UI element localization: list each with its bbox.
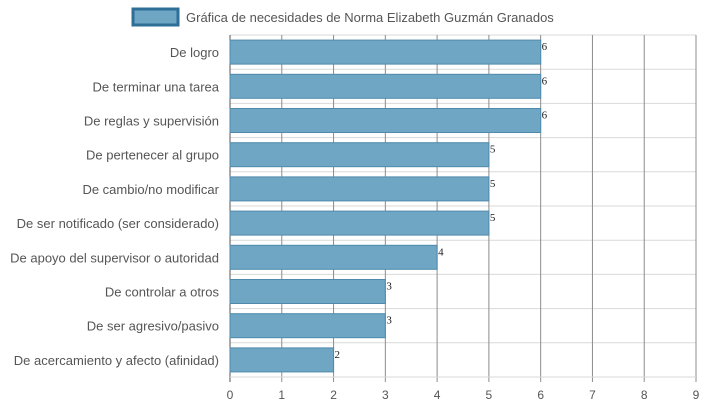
data-label: 6 (542, 41, 548, 53)
legend-swatch (131, 7, 180, 27)
x-tick-label: 2 (330, 388, 337, 402)
data-label: 5 (490, 144, 496, 156)
data-label: 3 (386, 315, 392, 327)
category-label: De pertenecer al grupo (86, 148, 219, 163)
category-label: De acercamiento y afecto (afinidad) (14, 353, 219, 368)
value-labels: 6 6 6 5 5 5 4 3 3 2 (335, 41, 548, 361)
category-labels: De logro De terminar una tarea De reglas y… (10, 45, 220, 368)
data-label: 6 (542, 110, 548, 122)
category-label: De terminar una tarea (93, 79, 220, 94)
category-label: De ser notificado (ser considerado) (17, 216, 219, 231)
x-tick-label: 6 (537, 388, 544, 402)
bar (229, 279, 386, 304)
x-tick-label: 7 (589, 388, 596, 402)
data-label: 5 (490, 212, 496, 224)
bar (229, 347, 335, 373)
x-tick-label: 3 (382, 388, 389, 402)
bar (229, 39, 542, 65)
category-label: De ser agresivo/pasivo (87, 319, 219, 334)
data-label: 2 (335, 349, 341, 361)
x-tick-label: 0 (227, 388, 234, 402)
category-label: De cambio/no modificar (82, 182, 219, 197)
bar (229, 142, 490, 168)
bar (229, 244, 438, 270)
data-label: 5 (490, 178, 496, 190)
x-tick-label: 4 (434, 388, 441, 402)
bar (229, 108, 542, 133)
bar (229, 176, 490, 202)
bar (229, 313, 386, 339)
bar (229, 73, 542, 99)
data-label: 3 (386, 281, 392, 293)
data-label: 6 (542, 75, 548, 87)
bar (229, 210, 490, 236)
x-tick-label: 5 (486, 388, 493, 402)
x-tick-label: 1 (278, 388, 285, 402)
category-label: De reglas y supervisión (84, 114, 219, 129)
x-tick-label: 8 (641, 388, 648, 402)
x-axis-ticks: 0 1 2 3 4 5 6 7 8 9 (227, 388, 700, 402)
category-label: De controlar a otros (105, 285, 220, 300)
bars (229, 39, 542, 373)
x-tick-label: 9 (693, 388, 700, 402)
legend-label: Gráfica de necesidades de Norma Elizabet… (186, 10, 554, 25)
legend[interactable]: Gráfica de necesidades de Norma Elizabet… (131, 7, 554, 27)
category-label: De apoyo del supervisor o autoridad (10, 250, 219, 265)
category-label: De logro (170, 45, 219, 60)
data-label: 4 (438, 246, 444, 258)
